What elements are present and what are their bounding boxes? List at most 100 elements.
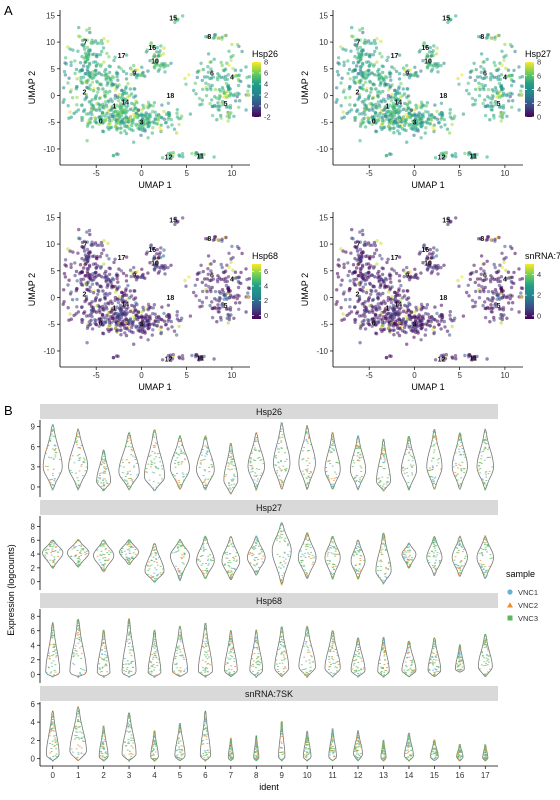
- violin-point: [121, 551, 124, 553]
- x-tick-label: 0: [139, 371, 144, 380]
- cell-point: [380, 257, 384, 261]
- cell-point: [234, 99, 238, 103]
- violin-point: [478, 464, 481, 466]
- violin-point: [128, 488, 131, 490]
- cell-point: [66, 306, 70, 310]
- cell-point: [485, 33, 490, 37]
- cell-point: [201, 67, 205, 72]
- cell-point: [173, 20, 177, 25]
- violin-point: [100, 463, 103, 465]
- violin-point: [51, 484, 54, 486]
- violin-point: [146, 564, 149, 566]
- cell-point: [416, 121, 421, 126]
- cell-point: [105, 105, 109, 109]
- violin-point: [52, 468, 55, 470]
- cell-point: [88, 323, 92, 327]
- cell-point: [419, 271, 423, 275]
- violin-point: [102, 557, 104, 559]
- violin-point: [409, 464, 412, 466]
- cell-point: [236, 83, 241, 88]
- cell-point: [361, 285, 365, 289]
- cell-point: [101, 129, 105, 133]
- cell-point: [435, 248, 439, 252]
- cell-point: [116, 71, 120, 76]
- violin-point: [301, 459, 304, 461]
- violin-point: [126, 558, 129, 560]
- cell-point: [157, 256, 161, 260]
- cell-point: [454, 14, 458, 18]
- cell-point: [106, 125, 110, 129]
- cell-point: [88, 73, 92, 77]
- cell-point: [405, 305, 409, 309]
- cell-point: [120, 95, 125, 99]
- cell-point: [140, 267, 144, 271]
- violin-point: [491, 466, 494, 468]
- violin-shape: [273, 422, 291, 490]
- violin-point: [457, 467, 459, 469]
- violin-point: [282, 465, 285, 467]
- violin-point: [179, 578, 181, 580]
- violin-point: [280, 441, 283, 443]
- violin-point: [99, 554, 102, 556]
- cell-point: [443, 155, 448, 159]
- violin-point: [52, 545, 55, 547]
- violin-point: [407, 444, 410, 446]
- cell-point: [197, 96, 202, 101]
- y-tick-label: 5: [51, 65, 56, 74]
- cluster-label: 8: [480, 236, 484, 243]
- cluster-label: 17: [118, 53, 126, 60]
- violin-point: [52, 485, 55, 487]
- cell-point: [375, 106, 379, 110]
- cell-point: [356, 274, 360, 278]
- cell-point: [206, 35, 210, 39]
- violin-point: [231, 458, 234, 460]
- cell-point: [363, 308, 367, 312]
- violin-point: [483, 459, 486, 461]
- violin-point: [382, 439, 385, 441]
- cell-point: [100, 243, 105, 248]
- cell-point: [226, 84, 230, 89]
- cell-point: [164, 322, 168, 327]
- violin-point: [180, 450, 183, 452]
- cell-point: [413, 275, 417, 279]
- cell-point: [499, 119, 503, 123]
- cluster-label: 4: [503, 74, 507, 81]
- cell-point: [399, 104, 403, 108]
- violin-point: [231, 455, 234, 457]
- violin-point: [478, 462, 481, 463]
- violin-point: [179, 448, 182, 450]
- cell-point: [124, 87, 128, 91]
- cell-point: [361, 73, 365, 77]
- cell-point: [384, 316, 388, 320]
- violin-point: [121, 472, 124, 474]
- cell-point: [401, 107, 406, 112]
- cell-point: [210, 113, 215, 118]
- cell-point: [163, 272, 167, 276]
- violin-point: [357, 446, 360, 448]
- violin-point: [106, 465, 108, 467]
- colorbar-title: Hsp68: [252, 251, 278, 261]
- cell-point: [357, 95, 362, 99]
- violin-point: [155, 486, 158, 488]
- cell-point: [215, 320, 219, 324]
- cell-point: [62, 288, 66, 292]
- cell-point: [446, 20, 450, 25]
- cell-point: [368, 254, 372, 259]
- violin-point: [485, 484, 488, 486]
- violin-point: [54, 563, 57, 565]
- cell-point: [362, 243, 367, 248]
- cell-point: [483, 306, 487, 311]
- violin-point: [120, 550, 123, 552]
- violin-point: [408, 487, 410, 489]
- cell-point: [336, 61, 340, 65]
- cell-point: [163, 70, 167, 74]
- cell-point: [172, 329, 177, 333]
- cell-point: [190, 151, 194, 156]
- cell-point: [82, 37, 87, 42]
- violin-point: [49, 559, 52, 561]
- cell-point: [484, 75, 488, 79]
- violin-point: [457, 463, 460, 465]
- cell-point: [171, 150, 175, 155]
- cell-point: [134, 76, 139, 80]
- cell-point: [373, 275, 377, 279]
